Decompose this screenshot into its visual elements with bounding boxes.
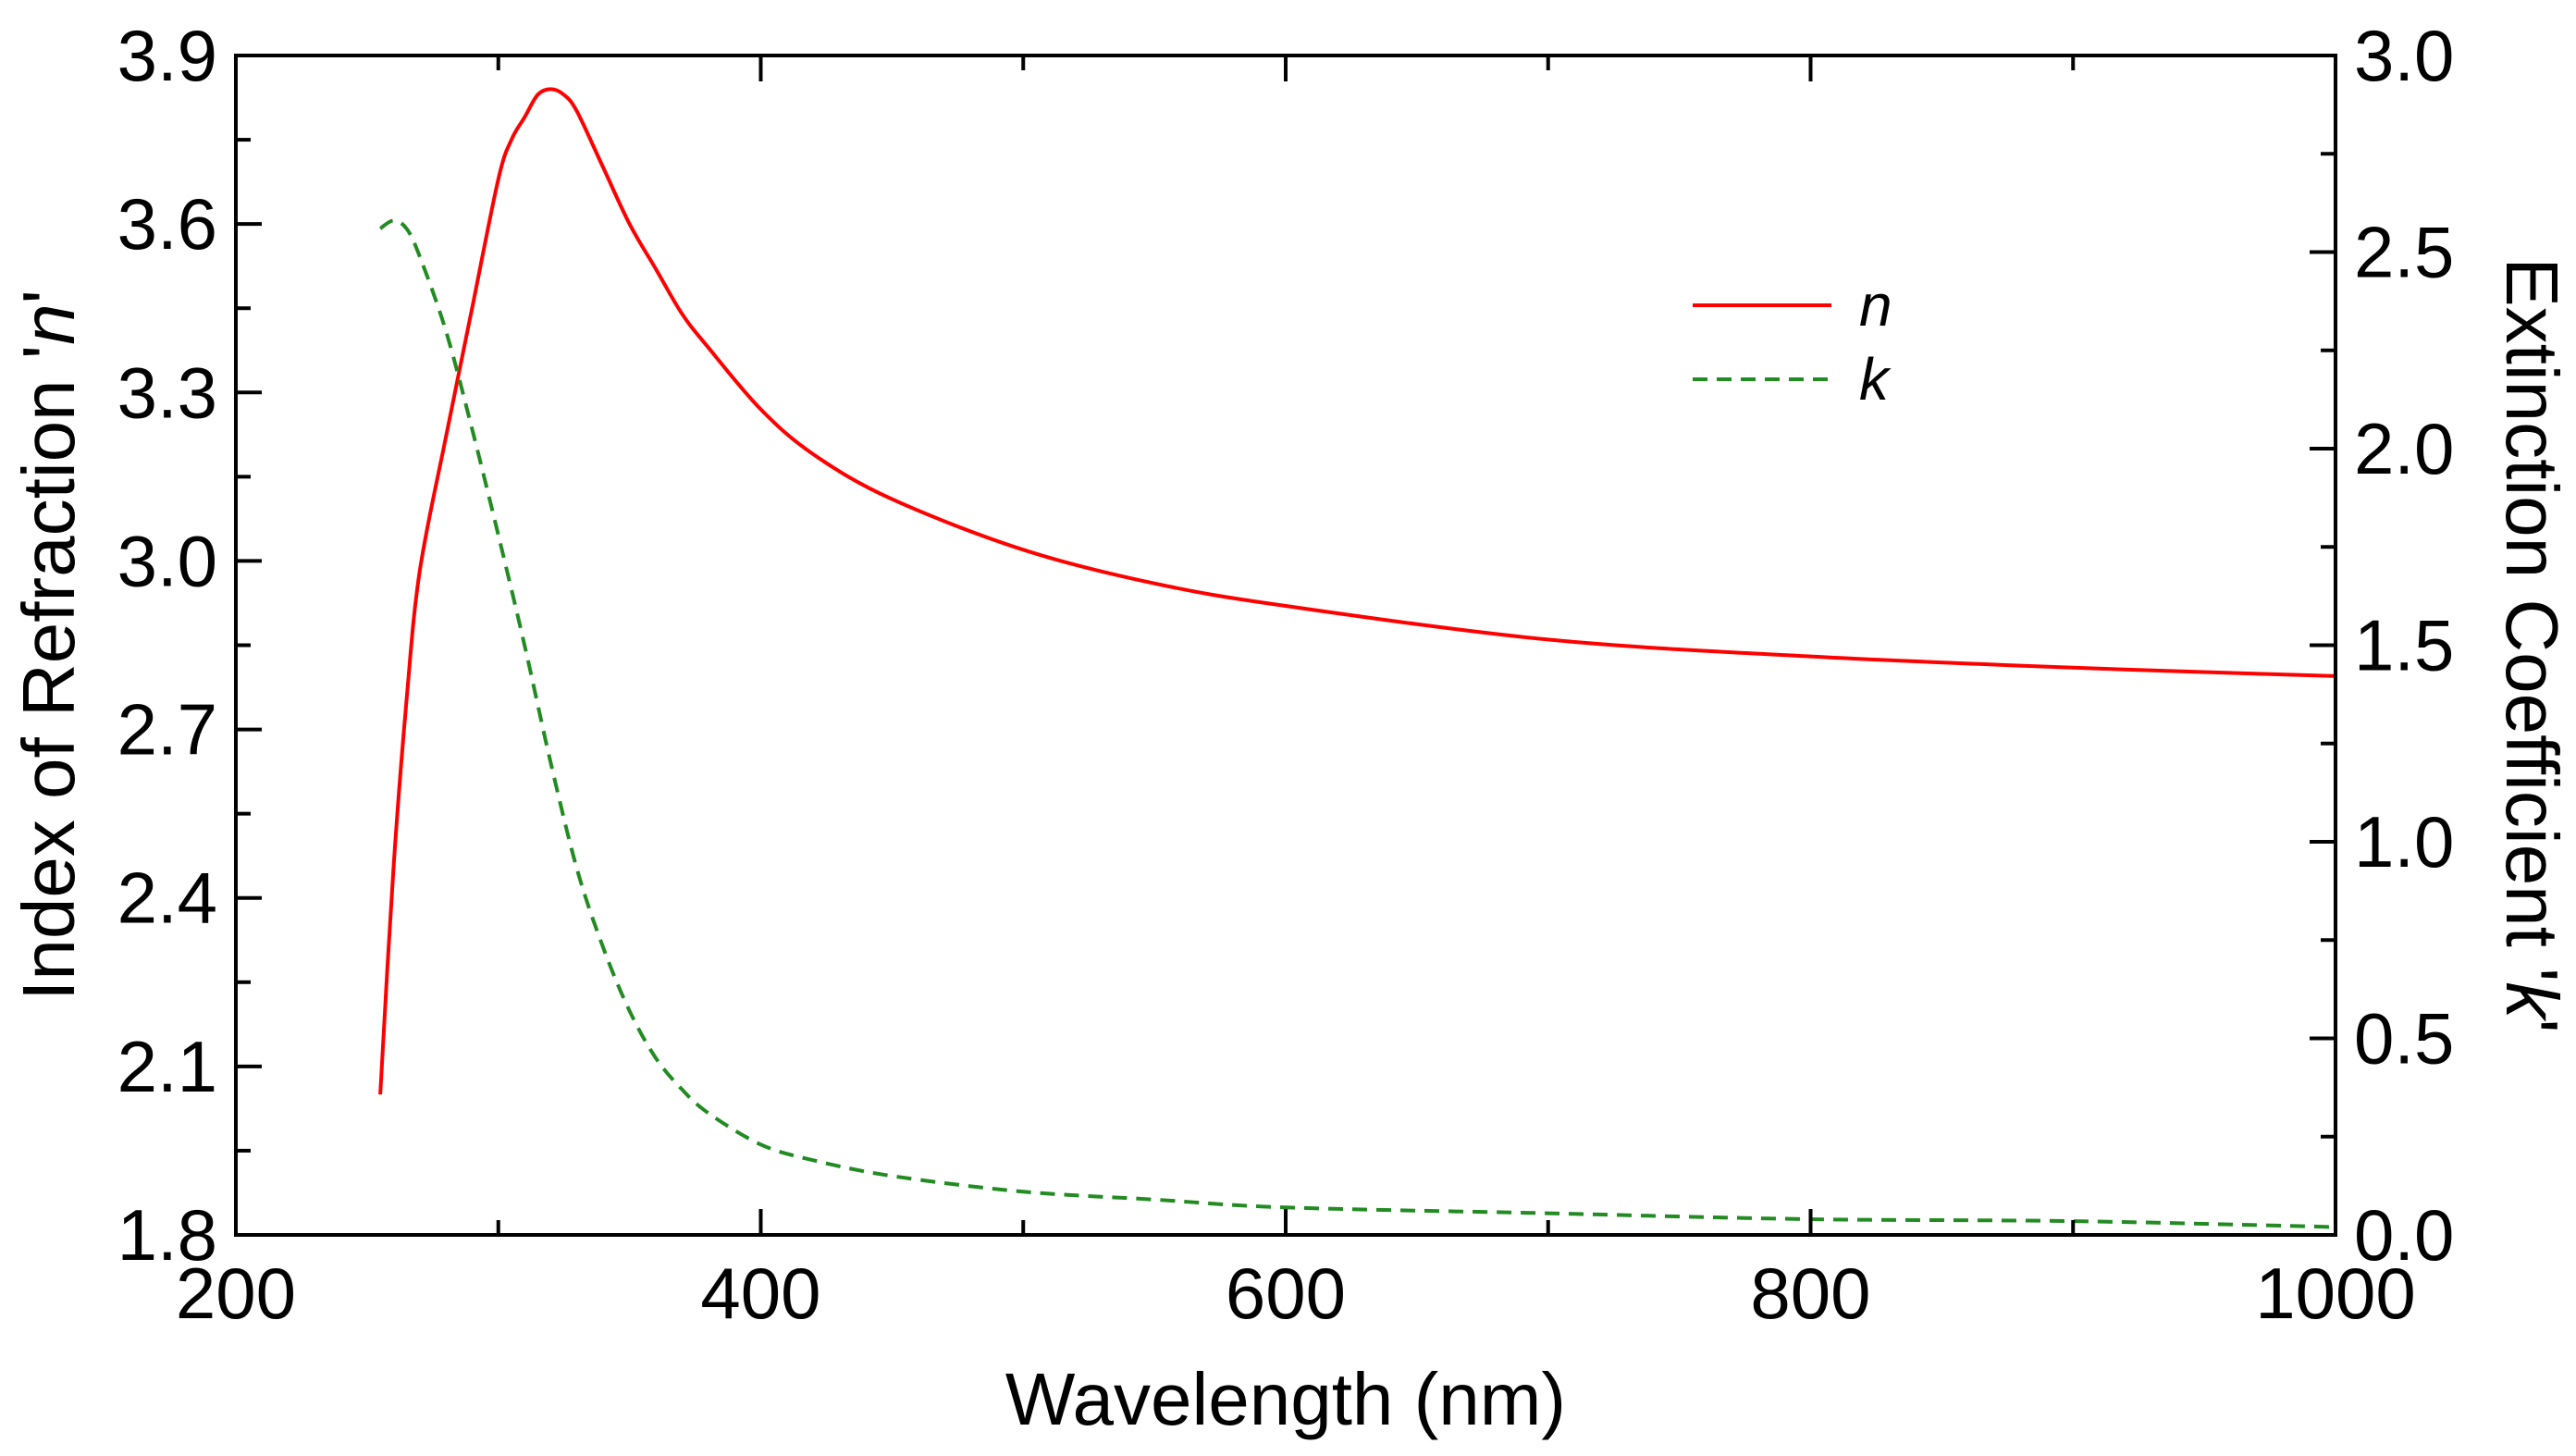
y-left-tick-label: 3.3: [117, 352, 217, 433]
x-tick-label: 600: [1226, 1252, 1346, 1334]
y-left-tick-label: 1.8: [117, 1194, 217, 1276]
y-left-tick-label: 2.1: [117, 1026, 217, 1107]
plot-frame: [234, 54, 2337, 1237]
y-right-tick-label: 1.5: [2354, 605, 2454, 686]
x-tick-label: 800: [1750, 1252, 1870, 1334]
y-right-axis-title: Extinction Coefficient 'k': [2491, 257, 2573, 1032]
x-tick-label: 1000: [2255, 1252, 2416, 1334]
y-left-tick-label: 2.7: [117, 689, 217, 771]
y-left-axis-title: Index of Refraction 'n': [7, 290, 90, 1001]
y-left-tick-label: 3.6: [117, 183, 217, 265]
y-right-tick-label: 2.0: [2354, 408, 2454, 489]
x-axis-title: Wavelength (nm): [1005, 1358, 1566, 1440]
y-right-tick-label: 2.5: [2354, 212, 2454, 293]
y-left-tick-label: 2.4: [117, 858, 217, 939]
y-left-tick-label: 3.9: [117, 15, 217, 96]
legend-label-n: n: [1859, 272, 1892, 339]
y-right-tick-label: 0.0: [2354, 1194, 2454, 1276]
y-right-tick-label: 1.0: [2354, 801, 2454, 882]
legend-label-k: k: [1859, 346, 1892, 413]
series-line-n: [378, 87, 2336, 1095]
y-left-tick-label: 3.0: [117, 520, 217, 601]
series-line-k: [378, 218, 2336, 1229]
y-right-tick-label: 3.0: [2354, 15, 2454, 96]
y-right-tick-label: 0.5: [2354, 998, 2454, 1080]
x-tick-label: 200: [176, 1252, 296, 1334]
x-tick-label: 400: [700, 1252, 820, 1334]
